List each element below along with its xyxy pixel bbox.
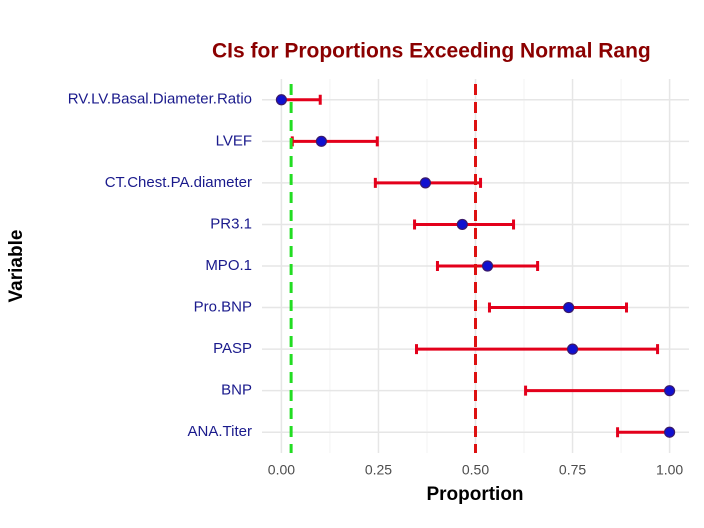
point xyxy=(563,301,575,314)
x-tick-label: 0.25 xyxy=(365,462,392,478)
x-tick-label: 0.75 xyxy=(559,462,586,478)
error-bar xyxy=(487,302,629,313)
point xyxy=(315,135,327,147)
chart-title: CIs for Proportions Exceeding Normal Ran… xyxy=(212,40,651,63)
error-bar xyxy=(279,94,322,105)
y-tick-label: BNP xyxy=(221,382,252,399)
x-tick-label: 1.00 xyxy=(656,462,683,478)
y-tick-label: Pro.BNP xyxy=(194,299,252,316)
y-tick-label: PR3.1 xyxy=(210,215,252,232)
point xyxy=(275,94,288,106)
x-tick-label: 0.50 xyxy=(462,462,489,478)
error-bar xyxy=(414,344,660,355)
y-tick-label: ANA.Titer xyxy=(188,423,252,440)
y-tick-label: MPO.1 xyxy=(205,257,252,274)
point xyxy=(456,218,468,231)
point xyxy=(481,260,494,272)
x-tick-label: 0.00 xyxy=(268,462,295,478)
error-bar xyxy=(524,385,672,396)
error-bar xyxy=(616,427,672,438)
point xyxy=(663,385,676,397)
y-tick-label: LVEF xyxy=(216,132,252,149)
y-tick-label: PASP xyxy=(213,340,252,357)
point xyxy=(566,343,579,355)
point xyxy=(663,426,676,438)
error-bar xyxy=(290,136,379,147)
y-tick-label: RV.LV.Basal.Diameter.Ratio xyxy=(68,91,252,108)
y-axis-title: Variable xyxy=(6,230,27,303)
y-tick-label: CT.Chest.PA.diameter xyxy=(105,174,252,191)
x-axis-title: Proportion xyxy=(426,484,523,505)
point xyxy=(419,177,432,189)
